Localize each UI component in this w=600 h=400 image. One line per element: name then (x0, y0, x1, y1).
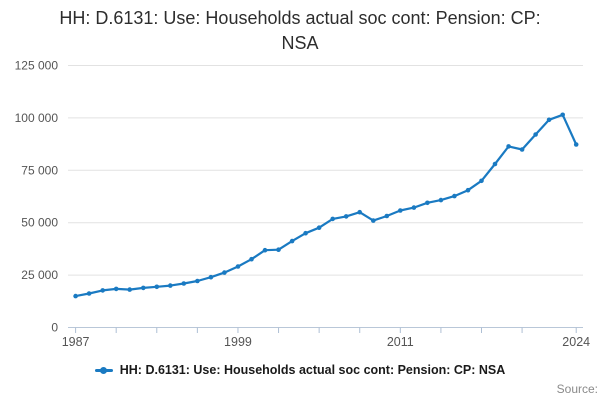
data-point-marker (465, 187, 471, 193)
data-point-marker (127, 287, 132, 292)
data-point-marker (343, 214, 349, 219)
y-axis-label: 100 000 (15, 111, 59, 125)
data-point-marker (100, 288, 105, 293)
data-point-marker (425, 200, 430, 206)
data-point-marker (573, 142, 579, 147)
x-axis-label: 2024 (562, 335, 590, 349)
x-axis-label: 1999 (224, 335, 252, 349)
data-point-marker (262, 247, 268, 253)
data-point-marker (276, 247, 281, 252)
data-point-marker (506, 144, 511, 149)
data-point-marker (398, 208, 403, 213)
y-axis-label: 125 000 (15, 59, 59, 73)
legend-label: HH: D.6131: Use: Households actual soc c… (119, 363, 506, 377)
chart-legend: HH: D.6131: Use: Households actual soc c… (0, 363, 600, 377)
data-point-marker (492, 161, 498, 167)
data-point-marker (235, 264, 241, 269)
data-point-marker (141, 285, 146, 291)
source-label: Source: (556, 382, 598, 396)
data-point-marker (384, 213, 390, 219)
y-axis-label: 25 000 (21, 268, 58, 282)
data-point-marker (357, 209, 363, 215)
chart-title: HH: D.6131: Use: Households actual soc c… (59, 8, 541, 53)
legend-line-marker-icon (94, 366, 113, 375)
data-point-marker (330, 216, 336, 222)
data-point-marker (181, 281, 187, 286)
data-point-marker (411, 205, 417, 210)
data-point-marker (519, 147, 525, 152)
data-point-marker (546, 117, 552, 123)
data-point-marker (154, 284, 160, 290)
x-axis-label: 1987 (62, 335, 90, 349)
data-point-marker (289, 238, 295, 244)
data-point-marker (168, 283, 173, 288)
y-axis-label: 75 000 (21, 163, 58, 177)
x-axis-label: 2011 (387, 335, 414, 349)
data-point-marker (438, 197, 444, 203)
data-point-marker (222, 270, 227, 275)
data-point-marker (533, 132, 538, 137)
data-point-marker (371, 218, 376, 223)
data-point-marker (249, 256, 254, 262)
data-point-marker (208, 274, 214, 280)
data-point-marker (86, 291, 92, 296)
y-axis-label: 50 000 (21, 216, 58, 230)
data-point-marker (560, 112, 565, 118)
data-point-marker (113, 286, 119, 292)
data-point-marker (479, 178, 484, 184)
data-point-marker (303, 230, 308, 236)
y-axis-label: 0 (51, 321, 58, 335)
data-point-marker (195, 278, 200, 284)
series-line (74, 113, 578, 298)
data-point-marker (452, 193, 457, 199)
data-point-marker (316, 225, 322, 230)
data-point-marker (73, 293, 78, 299)
